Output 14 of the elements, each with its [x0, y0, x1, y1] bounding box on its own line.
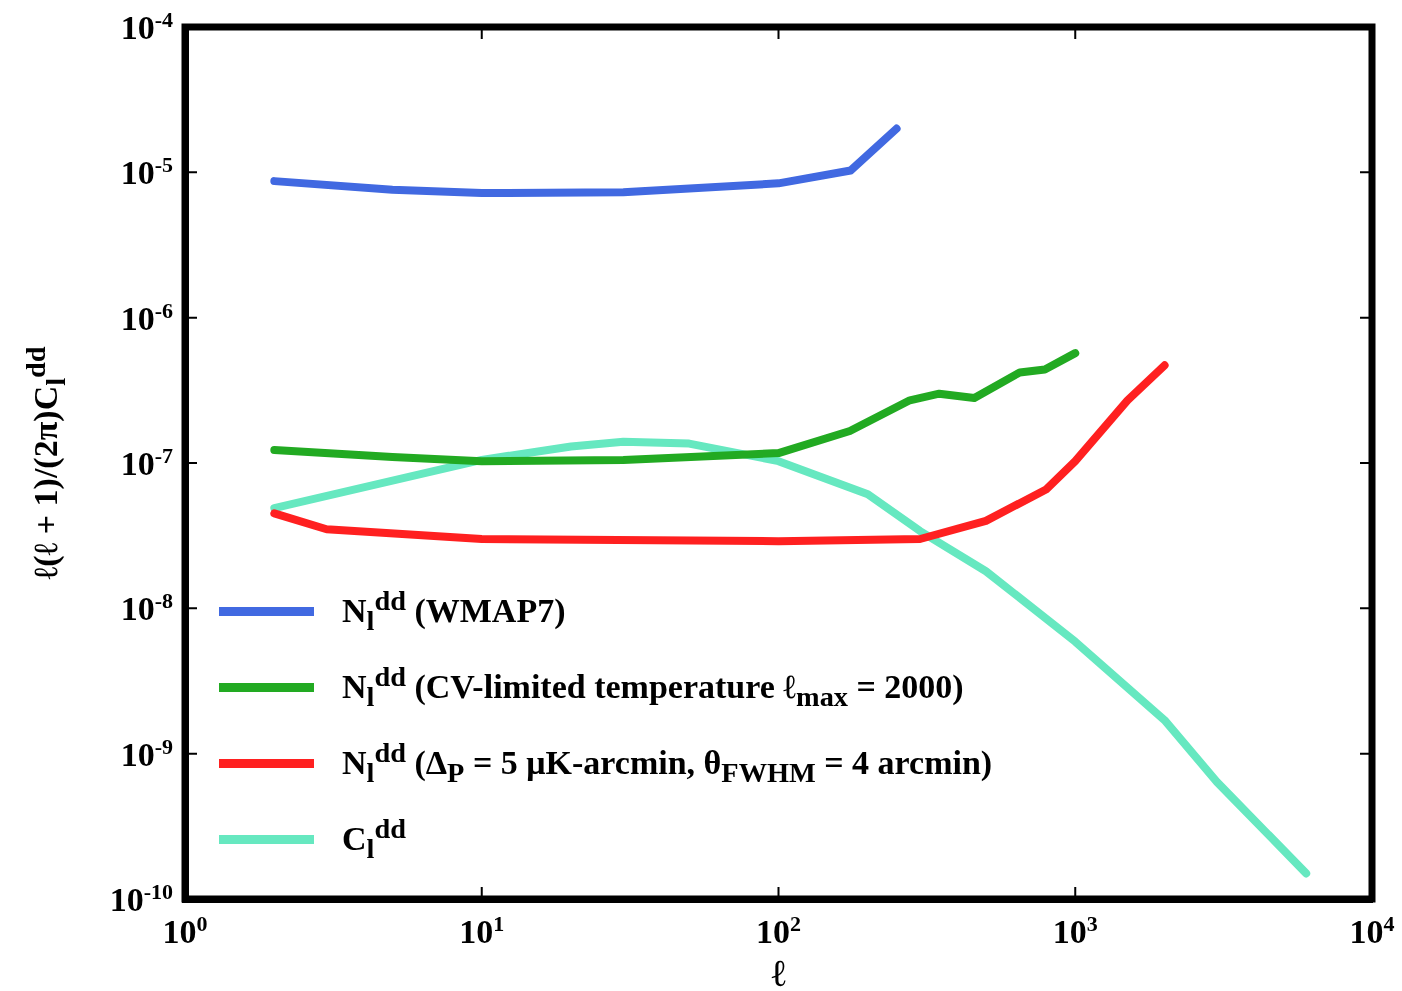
legend-label: N$_{l}$$^{dd}$ (CV-limited temperature ℓ$_{max}$ = 2000) — [342, 660, 964, 714]
x-axis-title: ℓ — [771, 951, 786, 991]
y-tick-label: 10$^{-5}$ — [120, 152, 173, 192]
y-tick-label: 10$^{-9}$ — [120, 733, 173, 773]
y-tick-label: 10$^{-6}$ — [120, 297, 173, 337]
legend-label: N$_{l}$$^{dd}$ (Δ$_{P}$ = 5 μK-arcmin, θ$_{FWHM}$ = 4 arcmin) — [342, 736, 993, 790]
legend-label: N$_{l}$$^{dd}$ (WMAP7) — [342, 584, 566, 638]
x-tick-label: 10$^{1}$ — [459, 911, 505, 951]
x-tick-label: 10$^{2}$ — [756, 911, 801, 951]
y-tick-label: 10$^{-4}$ — [120, 6, 173, 47]
y-tick-label: 10$^{-8}$ — [120, 588, 173, 628]
y-tick-label: 10$^{-7}$ — [120, 442, 173, 483]
x-tick-label: 10$^{4}$ — [1349, 911, 1395, 951]
x-tick-label: 10$^{3}$ — [1052, 911, 1098, 951]
